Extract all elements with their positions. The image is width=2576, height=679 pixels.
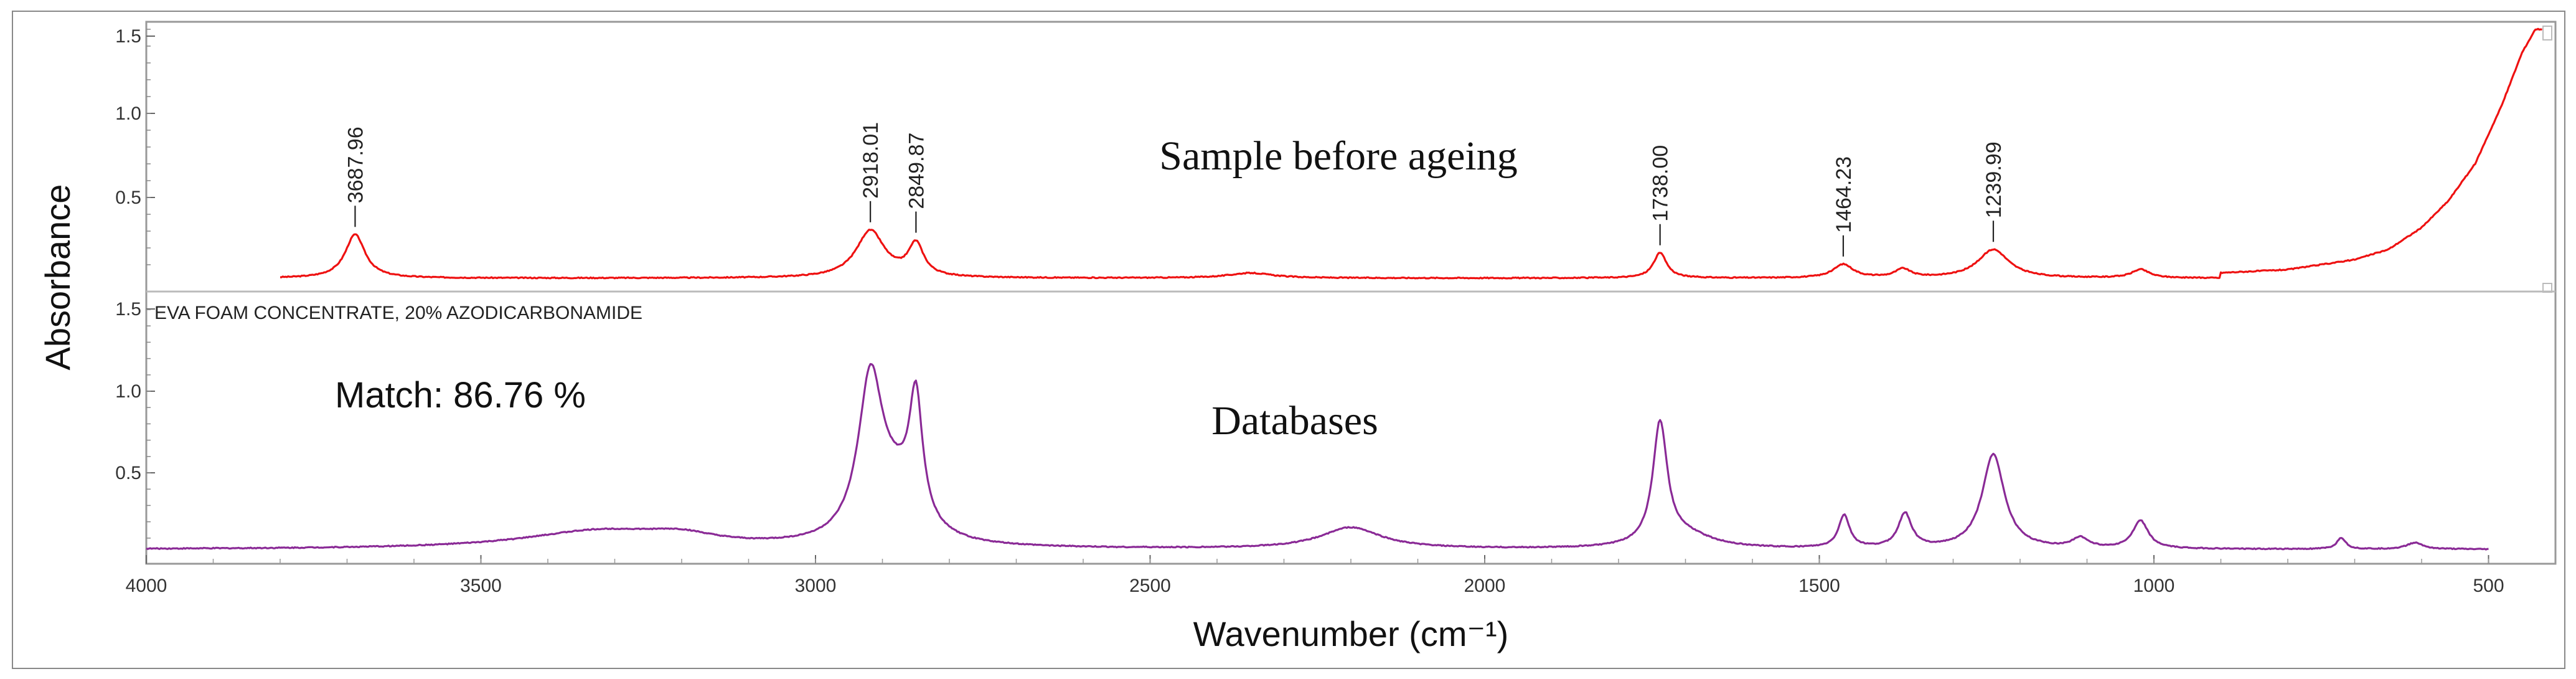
database-y-axis: 1.5 1.0 0.5	[115, 299, 155, 539]
peak-label: 1738.00	[1649, 145, 1673, 222]
y-tick-label: 1.0	[115, 381, 141, 402]
sample-y-axis: 1.5 1.0 0.5	[115, 26, 155, 265]
outer-frame	[12, 11, 2565, 669]
x-axis-title: Wavenumber (cm⁻¹)	[1193, 614, 1509, 653]
sample-title: Sample before ageing	[1159, 133, 1517, 179]
y-tick-label: 1.5	[115, 299, 141, 320]
x-tick-label: 3000	[795, 576, 837, 596]
corner-marker-mid	[2542, 283, 2552, 293]
y-axis-title: Absorbance	[38, 184, 77, 371]
peak-label: 3687.96	[344, 126, 367, 203]
match-score: Match: 86.76 %	[335, 375, 586, 415]
x-tick-label: 500	[2473, 576, 2504, 596]
peak-label: 2849.87	[905, 133, 928, 209]
database-panel: EVA FOAM CONCENTRATE, 20% AZODICARBONAMI…	[115, 299, 2489, 551]
x-tick-label: 2500	[1129, 576, 1171, 596]
sample-spectrum-line	[280, 27, 2542, 280]
x-tick-label: 3500	[460, 576, 502, 596]
x-axis: 4000 3500 3000 2500 2000 1500 1000 500	[126, 555, 2504, 596]
corner-marker-top	[2542, 26, 2552, 40]
x-tick-label: 1000	[2133, 576, 2175, 596]
sample-panel: Sample before ageing 1.5 1.0 0.5 3687.96 29…	[115, 26, 2542, 280]
y-tick-label: 0.5	[115, 463, 141, 483]
y-tick-label: 1.0	[115, 103, 141, 124]
y-tick-label: 1.5	[115, 26, 141, 47]
reference-name: EVA FOAM CONCENTRATE, 20% AZODICARBONAMI…	[154, 303, 642, 323]
peak-label: 1239.99	[1982, 141, 2006, 218]
y-tick-label: 0.5	[115, 188, 141, 208]
plot-frame	[145, 21, 2557, 565]
peak-label: 2918.01	[859, 122, 883, 199]
peak-label: 1464.23	[1832, 156, 1856, 233]
sample-peak-labels: 3687.96 2918.01 2849.87 1738.00 1464.23 1239.…	[344, 122, 2006, 257]
x-tick-label: 1500	[1798, 576, 1840, 596]
database-title: Databases	[1211, 398, 1378, 444]
x-tick-label: 4000	[126, 576, 167, 596]
database-spectrum-line	[146, 363, 2489, 551]
x-tick-label: 2000	[1464, 576, 1506, 596]
